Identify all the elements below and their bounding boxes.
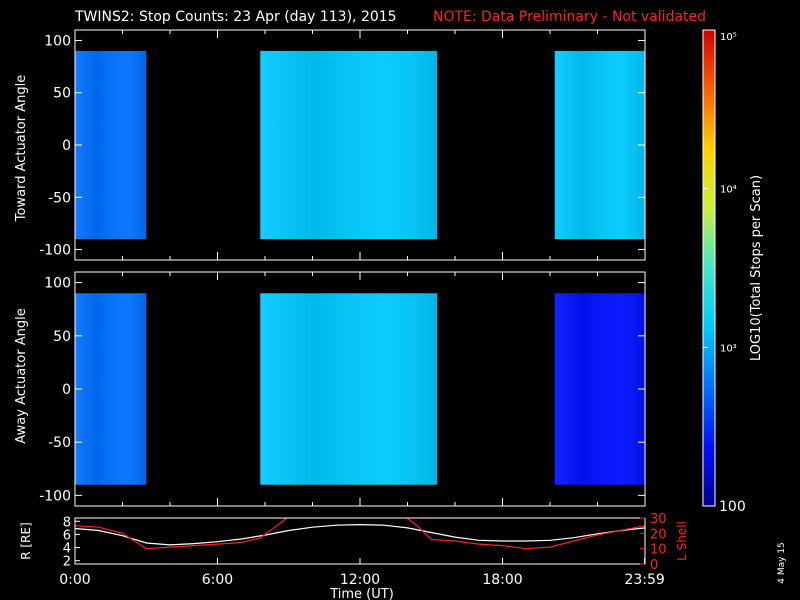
data-segment-shading-3 <box>554 50 645 240</box>
colorbar: 10⁵ 10⁴ 10³ 100 <box>702 29 746 515</box>
time-tick-label: 23:59 <box>624 572 664 588</box>
lshell-tick-label: 0 <box>650 558 658 573</box>
ephemeris-ylabel: R [RE] <box>19 522 33 559</box>
y-tick-label: 0 <box>62 138 71 154</box>
r-distance-line <box>75 523 645 546</box>
ephemeris-xlabel: Time (UT) <box>329 587 394 600</box>
lshell-tick-label: 30 <box>650 512 667 527</box>
y-tick-label: 100 <box>44 276 71 292</box>
time-tick-label: 18:00 <box>482 572 522 588</box>
lshell-tick-label: 10 <box>650 543 667 558</box>
preliminary-note: NOTE: Data Preliminary - Not validated <box>433 9 706 25</box>
y-tick-label: -100 <box>39 488 71 504</box>
y-tick-label: 100 <box>44 33 71 49</box>
away-angle-panel: 100 50 0 -50 -100 <box>39 271 646 507</box>
toward-angle-panel: 100 50 0 -50 -100 <box>39 29 646 261</box>
lshell-tick-label: 20 <box>650 527 667 542</box>
date-stamp: 4 May 15 <box>777 542 787 584</box>
plot-title: TWINS2: Stop Counts: 23 Apr (day 113), 2… <box>74 9 397 25</box>
data-segment-shading-1 <box>75 293 147 485</box>
y-tick-label: 50 <box>53 86 71 102</box>
y-tick-label: -50 <box>48 190 71 206</box>
time-tick-label: 6:00 <box>202 572 233 588</box>
y-tick-label: -100 <box>39 243 71 259</box>
colorbar-tick-label: 10³ <box>720 343 737 354</box>
y-tick-label: -50 <box>48 435 71 451</box>
away-ylabel: Away Actuator Angle <box>14 308 29 443</box>
colorbar-tick-label: 10⁴ <box>720 185 737 196</box>
colorbar-tick-label: 10⁵ <box>720 32 737 43</box>
data-segment-shading-1 <box>75 50 147 240</box>
r-tick-label: 2 <box>63 555 71 570</box>
colorbar-tick-label: 100 <box>719 499 746 515</box>
toward-ylabel: Toward Actuator Angle <box>14 75 29 222</box>
r-tick-label: 6 <box>63 528 71 543</box>
time-tick-label: 12:00 <box>340 572 380 588</box>
ephemeris-y2label: L Shell <box>675 521 689 561</box>
data-segment-shading-3 <box>554 293 645 485</box>
colorbar-label: LOG10(Total Stops per Scan) <box>749 175 764 361</box>
r-tick-label: 4 <box>63 542 71 557</box>
time-tick-label: 0:00 <box>59 572 90 588</box>
colorbar-gradient <box>702 29 716 507</box>
r-tick-label: 8 <box>63 515 71 530</box>
data-segment-shading-2 <box>260 293 438 485</box>
y-tick-label: 0 <box>62 382 71 398</box>
y-tick-label: 50 <box>53 329 71 345</box>
l-shell-line <box>75 518 645 550</box>
data-segment-shading-2 <box>260 50 438 240</box>
